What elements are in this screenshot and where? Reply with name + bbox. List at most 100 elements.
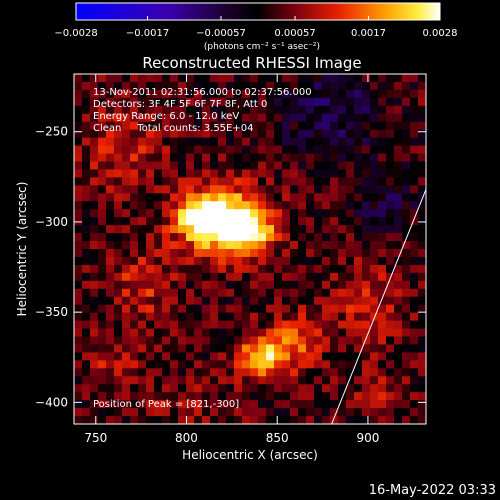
heatmap-cell [162, 416, 171, 424]
heatmap-cell [202, 272, 211, 282]
heatmap-cell [178, 368, 187, 377]
heatmap-cell [234, 161, 243, 171]
heatmap-cell [330, 288, 339, 298]
heatmap-cell [290, 74, 299, 83]
heatmap-cell [306, 74, 315, 83]
heatmap-cell [258, 320, 267, 330]
heatmap-cell [98, 129, 107, 139]
heatmap-cell [346, 121, 355, 131]
heatmap-cell [346, 129, 355, 139]
heatmap-cell [242, 328, 251, 338]
heatmap-cell [178, 280, 187, 290]
peak-position-label: Position of Peak = [821,-300] [93, 399, 239, 410]
heatmap-cell [138, 264, 147, 274]
heatmap-cell [234, 400, 243, 409]
heatmap-cell [362, 233, 371, 242]
heatmap-cell [130, 296, 139, 306]
heatmap-cell [290, 89, 299, 99]
heatmap-cell [162, 400, 171, 409]
heatmap-cell [194, 177, 203, 186]
heatmap-cell [274, 360, 283, 369]
heatmap-cell [306, 384, 315, 393]
heatmap-cell [242, 201, 251, 210]
heatmap-cell [266, 89, 275, 99]
heatmap-cell [410, 256, 419, 266]
heatmap-cell [234, 280, 243, 290]
heatmap-cell [186, 249, 195, 258]
heatmap-cell [314, 225, 323, 234]
heatmap-cell [418, 185, 426, 194]
heatmap-cell [138, 193, 147, 202]
heatmap-cell [266, 233, 275, 242]
heatmap-cell [290, 416, 299, 424]
heatmap-cell [218, 209, 227, 218]
heatmap-cell [402, 193, 411, 202]
heatmap-cell [338, 193, 347, 202]
heatmap-cell [290, 312, 299, 322]
heatmap-cell [266, 312, 275, 322]
heatmap-cell [402, 296, 411, 306]
heatmap-cell [98, 408, 107, 417]
heatmap-cell [170, 105, 179, 115]
heatmap-cell [130, 280, 139, 290]
heatmap-cell [250, 304, 259, 314]
heatmap-cell [106, 280, 115, 290]
heatmap-cell [138, 185, 147, 194]
heatmap-cell [346, 74, 355, 83]
heatmap-cell [410, 145, 419, 155]
heatmap-cell [186, 201, 195, 210]
heatmap-cell [250, 249, 259, 258]
heatmap-cell [154, 137, 163, 147]
heatmap-cell [74, 233, 83, 242]
heatmap-cell [402, 74, 411, 83]
heatmap-cell [138, 392, 147, 401]
heatmap-cell [170, 217, 179, 226]
heatmap-cell [378, 89, 387, 99]
heatmap-cell [106, 352, 115, 361]
heatmap-cell [354, 344, 363, 353]
heatmap-cell [194, 408, 203, 417]
heatmap-cell [242, 296, 251, 306]
heatmap-cell [370, 264, 379, 274]
heatmap-cell [210, 89, 219, 99]
heatmap-cell [130, 169, 139, 178]
heatmap-cell [394, 193, 403, 202]
heatmap-cell [314, 368, 323, 377]
heatmap-cell [274, 392, 283, 401]
heatmap-cell [130, 264, 139, 274]
heatmap-cell [346, 328, 355, 338]
heatmap-cell [402, 272, 411, 282]
heatmap-cell [250, 217, 259, 226]
heatmap-cell [98, 312, 107, 322]
heatmap-cell [82, 89, 91, 99]
heatmap-cell [402, 169, 411, 178]
heatmap-cell [186, 304, 195, 314]
heatmap-cell [266, 169, 275, 178]
heatmap-cell [74, 400, 83, 409]
heatmap-cell [378, 384, 387, 393]
heatmap-cell [234, 217, 243, 226]
heatmap-cell [322, 121, 331, 131]
heatmap-cell [218, 89, 227, 99]
heatmap-cell [394, 137, 403, 147]
heatmap-cell [170, 344, 179, 353]
heatmap-cell [242, 185, 251, 194]
heatmap-cell [362, 384, 371, 393]
heatmap-cell [218, 233, 227, 242]
heatmap-cell [418, 89, 426, 99]
heatmap-cell [90, 296, 99, 306]
heatmap-cell [346, 169, 355, 178]
heatmap-cell [314, 384, 323, 393]
heatmap-cell [226, 352, 235, 361]
heatmap-cell [258, 288, 267, 298]
heatmap-cell [250, 288, 259, 298]
heatmap-cell [418, 272, 426, 282]
heatmap-cell [82, 201, 91, 210]
heatmap-cell [274, 145, 283, 155]
heatmap-cell [386, 185, 395, 194]
heatmap-cell [122, 105, 131, 115]
heatmap-cell [226, 201, 235, 210]
heatmap-cell [338, 89, 347, 99]
heatmap-cell [266, 201, 275, 210]
heatmap-cell [74, 145, 83, 155]
